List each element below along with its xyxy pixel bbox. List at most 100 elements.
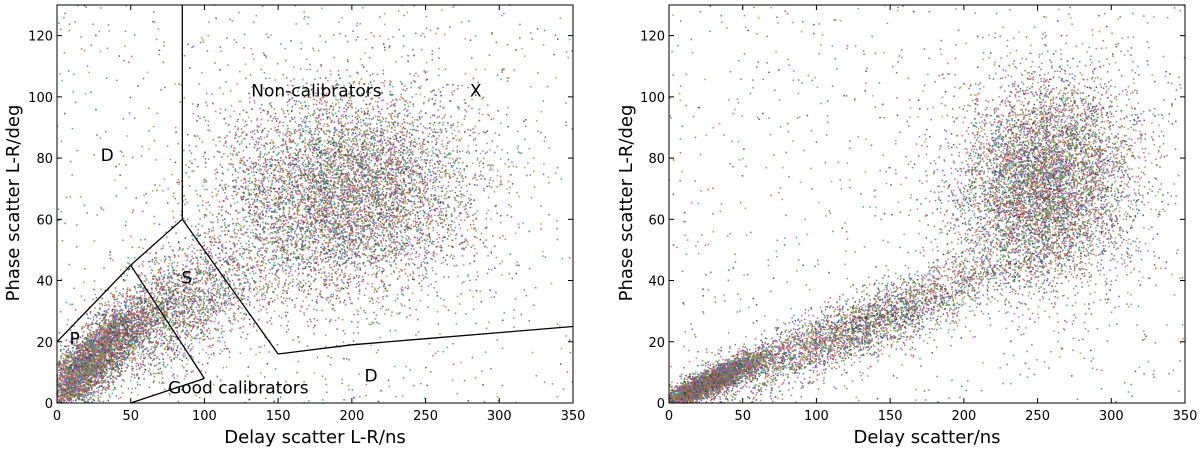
data-point [98, 314, 100, 316]
data-point [97, 392, 99, 394]
data-point [169, 319, 171, 321]
data-point [168, 263, 170, 265]
data-point [135, 358, 137, 360]
data-point [156, 286, 158, 288]
data-point [272, 273, 274, 275]
data-point [218, 322, 220, 324]
data-point [200, 338, 202, 340]
data-point [66, 351, 68, 353]
data-point [222, 287, 224, 289]
data-point [137, 333, 139, 335]
data-point [234, 318, 236, 320]
data-point [95, 379, 97, 381]
data-point [71, 379, 73, 381]
data-point [257, 255, 259, 257]
data-point [121, 371, 123, 373]
data-point [198, 282, 200, 284]
data-point [85, 353, 87, 355]
data-point [91, 389, 93, 391]
data-point [229, 300, 231, 302]
data-point [183, 306, 185, 308]
data-point [112, 260, 114, 262]
data-point [145, 278, 147, 280]
data-point [106, 364, 108, 366]
data-point [129, 299, 131, 301]
data-point [84, 394, 86, 396]
data-point [173, 314, 175, 316]
data-point [194, 291, 196, 293]
data-point [210, 313, 212, 315]
data-point [186, 309, 188, 311]
data-point [104, 381, 106, 383]
data-point [111, 347, 113, 349]
data-point [156, 334, 158, 336]
data-point [78, 384, 80, 386]
data-point [78, 366, 80, 368]
data-point [191, 336, 193, 338]
data-point [182, 315, 184, 317]
data-point [105, 342, 107, 344]
data-point [94, 343, 96, 345]
data-point [91, 356, 93, 358]
data-point [206, 299, 208, 301]
data-point [151, 346, 153, 348]
data-point [218, 308, 220, 310]
data-point [70, 386, 72, 388]
data-point [122, 293, 124, 295]
data-point [88, 352, 90, 354]
data-point [190, 340, 192, 342]
data-point [79, 369, 81, 371]
data-point [164, 274, 166, 276]
data-point [98, 372, 100, 374]
data-point [215, 263, 217, 265]
data-point [186, 330, 188, 332]
data-point [169, 301, 171, 303]
data-point [219, 341, 221, 343]
data-point [161, 306, 163, 308]
data-point [82, 356, 84, 358]
data-point [139, 368, 141, 370]
data-point [87, 340, 89, 342]
data-point [202, 283, 204, 285]
data-point [115, 311, 117, 313]
data-point [91, 349, 93, 351]
data-point [98, 350, 100, 352]
data-point [121, 355, 123, 357]
data-point [268, 304, 270, 306]
data-point [126, 293, 128, 295]
data-point [192, 338, 194, 340]
data-point [80, 393, 82, 395]
data-point [213, 278, 215, 280]
data-point [116, 395, 118, 397]
data-point [211, 245, 213, 247]
data-point [157, 301, 159, 303]
data-point [60, 363, 62, 365]
data-point [188, 301, 190, 303]
data-point [99, 353, 101, 355]
data-point [134, 298, 136, 300]
data-point [186, 307, 188, 309]
data-point [171, 287, 173, 289]
data-point [159, 358, 161, 360]
data-point [80, 337, 82, 339]
data-point [127, 287, 129, 289]
data-point [86, 374, 88, 376]
data-point [111, 359, 113, 361]
data-point [85, 366, 87, 368]
data-point [175, 288, 177, 290]
data-point [177, 301, 179, 303]
data-point [109, 394, 111, 396]
data-point [100, 328, 102, 330]
data-point [242, 332, 244, 334]
data-point [201, 289, 203, 291]
data-point [75, 309, 77, 311]
data-point [103, 376, 105, 378]
data-point [73, 400, 75, 402]
data-point [96, 345, 98, 347]
data-point [110, 321, 112, 323]
data-point [209, 357, 211, 359]
data-point [116, 298, 118, 300]
data-point [103, 329, 105, 331]
data-point [161, 373, 163, 375]
data-point [61, 373, 63, 375]
